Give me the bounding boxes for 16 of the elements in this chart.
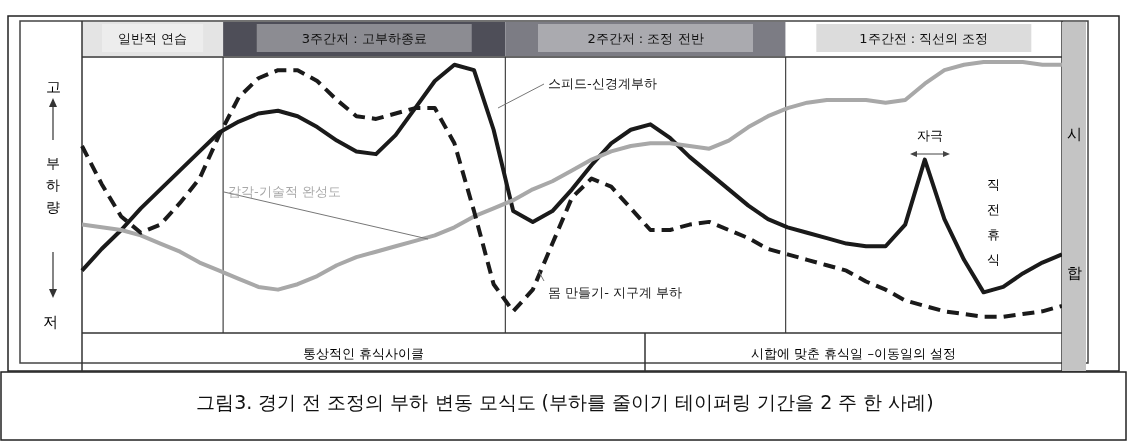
text: 감각-기술적 완성도: [228, 184, 341, 199]
text: 스피드-신경계부하: [548, 76, 657, 91]
text: 일반적 연습: [117, 31, 188, 46]
text: 1주간전 : 직선의 조정: [859, 31, 989, 46]
series-label: 몸 만들기- 지구계 부하: [548, 285, 683, 300]
y-axis-title: 부하량: [46, 155, 60, 215]
text: 저: [42, 313, 58, 331]
text: 시합: [1066, 125, 1082, 282]
text: 2주간저 : 조정 전반: [587, 31, 704, 46]
text: 통상적인 휴식사이클: [302, 346, 425, 361]
text: 그림3. 경기 전 조정의 부하 변동 모식도 (부하를 줄이기 테이퍼링 기간을 2 주 한 사례): [196, 391, 934, 413]
text: 3주간저 : 고부하종료: [301, 31, 427, 46]
annotation: 자극: [917, 128, 943, 143]
annotation: 직전휴식: [986, 177, 1000, 267]
text: 고: [45, 78, 61, 96]
text: 시합에 맞춘 휴식일 –이동일의 설정: [750, 346, 957, 361]
